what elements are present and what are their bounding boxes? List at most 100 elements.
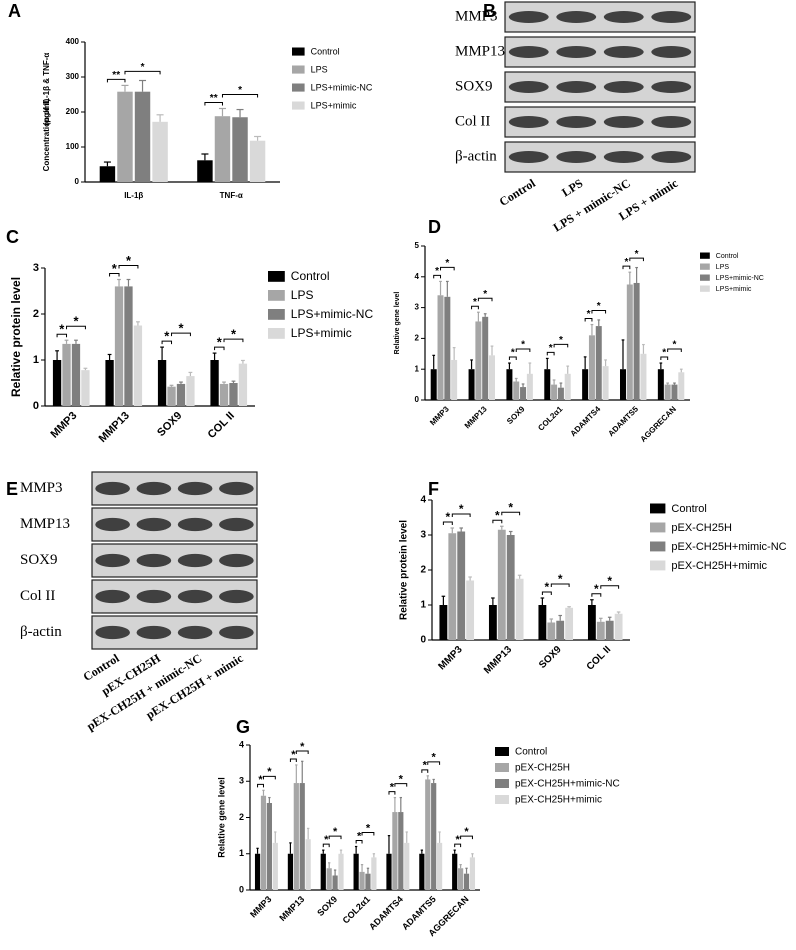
significance-bracket <box>471 305 479 310</box>
significance-bracket <box>394 783 408 787</box>
bar <box>386 853 392 890</box>
x-tick-label: COL II <box>206 410 237 441</box>
bar <box>320 853 326 890</box>
x-tick-label: IL-1β <box>124 191 143 200</box>
legend-swatch <box>268 290 285 301</box>
x-tick-label: SOX9 <box>505 404 527 426</box>
bar <box>293 783 299 890</box>
y-tick-label: 0 <box>75 177 80 186</box>
y-axis-label: Relative gene level <box>216 777 226 858</box>
significance-label: * <box>112 261 118 276</box>
significance-label: * <box>549 343 553 354</box>
significance-bracket <box>508 356 517 361</box>
significance-label: * <box>390 781 395 793</box>
significance-bracket <box>660 356 669 361</box>
bar <box>595 326 602 400</box>
y-tick-label: 4 <box>239 739 244 749</box>
bar <box>582 369 589 400</box>
bar <box>466 580 475 640</box>
bar <box>544 369 551 400</box>
significance-bracket <box>492 519 503 524</box>
legend-label: LPS <box>291 288 314 302</box>
significance-label: * <box>258 774 263 786</box>
significance-bracket <box>56 333 68 338</box>
bar <box>404 842 410 890</box>
bar <box>506 535 515 640</box>
blot-band <box>508 151 549 163</box>
blot-band <box>651 46 692 58</box>
significance-bracket <box>118 265 139 269</box>
significance-bracket <box>161 340 173 345</box>
legend-swatch <box>650 541 666 552</box>
blot-band <box>556 46 597 58</box>
legend-label: Control <box>716 253 739 260</box>
legend-label: pEX-CH25H+mimic-NC <box>671 541 786 553</box>
significance-label: * <box>231 327 237 342</box>
y-tick-label: 3 <box>420 530 426 541</box>
bar <box>214 116 231 182</box>
bar <box>551 384 558 400</box>
significance-bracket <box>214 346 225 351</box>
y-tick-label: 300 <box>66 72 80 81</box>
bar <box>463 873 470 890</box>
legend-swatch <box>700 285 710 292</box>
significance-bracket <box>591 310 607 314</box>
blot-band <box>651 11 692 23</box>
blot-band <box>603 81 644 93</box>
blot-lane-label: LPS <box>559 176 585 200</box>
bar <box>565 607 574 640</box>
legend-label: LPS+mimic <box>716 286 752 293</box>
x-tick-label: ADAMTS4 <box>569 404 603 438</box>
x-tick-label: MMP3 <box>48 410 79 441</box>
bar <box>678 372 685 400</box>
significance-bracket <box>427 761 441 765</box>
significance-bracket <box>622 265 631 270</box>
significance-bracket <box>584 318 593 322</box>
blot-band <box>556 116 597 128</box>
x-tick-label: MMP13 <box>97 410 132 445</box>
significance-bracket <box>257 783 264 788</box>
legend-label: pEX-CH25H <box>671 522 732 534</box>
blot-band <box>95 589 130 604</box>
significance-label: * <box>662 348 666 359</box>
significance-label: * <box>624 257 628 268</box>
bar <box>186 376 195 406</box>
significance-label: * <box>445 258 449 269</box>
significance-label: * <box>435 266 439 277</box>
bar <box>633 282 640 400</box>
blot-band <box>95 553 130 568</box>
significance-bracket <box>553 343 569 348</box>
significance-bracket <box>515 348 531 353</box>
bar <box>176 383 186 406</box>
y-tick-label: 2 <box>415 334 420 343</box>
significance-label: ** <box>210 93 218 104</box>
bar <box>210 360 219 406</box>
bar <box>99 166 116 182</box>
bar <box>266 803 272 890</box>
significance-label: * <box>673 340 677 351</box>
significance-bracket <box>124 70 161 75</box>
bar <box>437 295 444 400</box>
significance-bracket <box>421 769 429 773</box>
significance-bracket <box>328 835 342 840</box>
bar <box>124 286 133 406</box>
significance-bracket <box>171 332 191 337</box>
bar <box>457 531 466 640</box>
bar <box>254 853 261 890</box>
blot-band <box>508 11 549 23</box>
significance-label: * <box>73 314 79 329</box>
significance-bracket <box>433 274 442 279</box>
legend-swatch <box>268 309 285 320</box>
significance-bracket <box>223 338 244 343</box>
bar <box>458 868 464 890</box>
legend-label: pEX-CH25H+mimic-NC <box>515 779 620 790</box>
blot-band <box>136 553 172 568</box>
panel-label: D <box>428 217 441 237</box>
x-tick-label: MMP13 <box>482 644 514 676</box>
significance-bracket <box>541 591 552 595</box>
bar <box>436 842 443 890</box>
significance-label: * <box>511 348 515 359</box>
bar <box>232 117 248 182</box>
blot-band <box>651 116 692 128</box>
significance-label: * <box>141 62 145 73</box>
